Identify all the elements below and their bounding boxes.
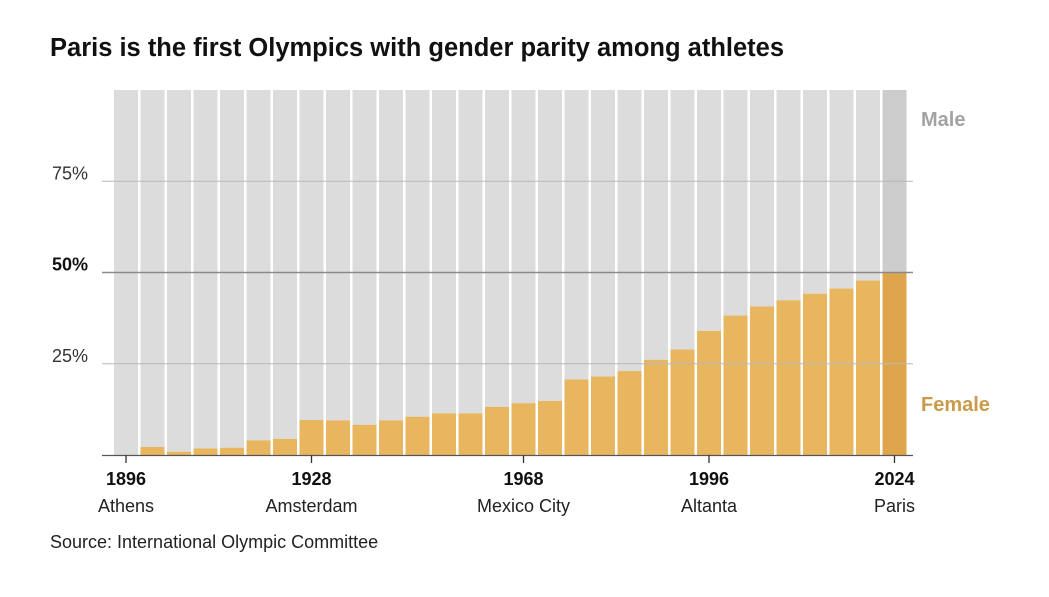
bar-male-1968 [511, 90, 536, 404]
bar-male-1948 [379, 90, 403, 421]
bar-female-1956 [432, 413, 456, 455]
x-tick-city-2024: Paris [874, 496, 915, 516]
bar-female-1968 [511, 403, 536, 455]
bar-male-1964 [485, 90, 509, 407]
gridlines-group [102, 180, 913, 365]
bar-female-2004 [750, 306, 774, 455]
bar-female-1984 [617, 371, 642, 455]
bar-male-1936 [352, 90, 377, 425]
bar-female-1928 [299, 419, 324, 455]
bar-female-1900 [140, 446, 165, 455]
bar-male-1980 [591, 90, 615, 377]
y-tick-label-75: 75% [52, 163, 88, 183]
legend-label-male: Male [921, 109, 965, 131]
bar-male-1932 [326, 90, 350, 421]
x-tick-year-1896: 1896 [106, 469, 146, 489]
x-tick-city-1968: Mexico City [477, 496, 570, 516]
bar-male-1920 [246, 90, 271, 441]
chart-title: Paris is the first Olympics with gender … [50, 34, 785, 62]
bar-female-2012 [803, 293, 827, 455]
bar-male-1992 [670, 90, 695, 350]
bar-male-2008 [776, 90, 801, 301]
bar-male-1928 [299, 90, 324, 420]
x-tick-year-1928: 1928 [291, 469, 331, 489]
bar-female-1908 [193, 448, 218, 455]
bar-female-1996 [697, 330, 721, 455]
bar-male-1956 [432, 90, 456, 414]
bar-male-1996 [697, 90, 721, 331]
bar-female-1976 [564, 379, 589, 455]
bar-male-1908 [193, 90, 218, 449]
x-tick-city-1996: Altanta [681, 496, 738, 516]
x-tick-year-1968: 1968 [503, 469, 543, 489]
source-note: Source: International Olympic Committee [50, 532, 379, 552]
x-axis-group: 1896 Athens 1928 Amsterdam 1968 Mexico City 19… [98, 454, 915, 516]
bar-male-1924 [273, 90, 297, 439]
bar-female-2008 [776, 300, 801, 455]
bar-female-1912 [220, 447, 244, 455]
bar-male-1952 [405, 90, 430, 417]
bar-female-1936 [352, 424, 377, 455]
bar-female-1960 [458, 413, 483, 455]
x-tick-year-1996: 1996 [689, 469, 729, 489]
bar-female-1920 [246, 440, 271, 455]
bar-female-1948 [379, 420, 403, 455]
bar-male-1912 [220, 90, 244, 448]
bar-male-1972 [538, 90, 562, 401]
x-tick-city-1896: Athens [98, 496, 154, 516]
y-tick-labels-group: 25% 50% 75% [52, 163, 88, 366]
bar-female-2000 [723, 315, 748, 455]
legend-label-female: Female [921, 394, 990, 416]
bar-male-1960 [458, 90, 483, 414]
bar-male-1988 [644, 90, 668, 360]
bar-female-2020 [856, 280, 880, 455]
bar-female-2016 [829, 288, 854, 455]
bar-male-2000 [723, 90, 748, 316]
bar-male-2016 [829, 90, 854, 289]
legend-group: Male Female [921, 109, 990, 416]
x-tick-year-2024: 2024 [874, 469, 914, 489]
bar-female-1972 [538, 400, 562, 455]
bar-male-1976 [564, 90, 589, 380]
bar-male-1900 [140, 90, 165, 447]
bar-male-2004 [750, 90, 774, 307]
bar-female-1904 [167, 451, 191, 455]
y-tick-label-50: 50% [52, 255, 88, 275]
bar-female-1924 [273, 438, 297, 455]
bar-female-1992 [670, 349, 695, 455]
y-tick-label-25: 25% [52, 346, 88, 366]
bars-group [114, 90, 907, 455]
x-tick-city-1928: Amsterdam [265, 496, 357, 516]
bar-female-1952 [405, 416, 430, 455]
bar-female-1932 [326, 420, 350, 455]
bar-male-2020 [856, 90, 880, 281]
bar-male-2012 [803, 90, 827, 294]
bar-female-1988 [644, 359, 668, 455]
bar-male-1904 [167, 90, 191, 452]
bar-male-1984 [617, 90, 642, 372]
bar-female-1980 [591, 376, 615, 455]
bar-female-1964 [485, 406, 509, 455]
